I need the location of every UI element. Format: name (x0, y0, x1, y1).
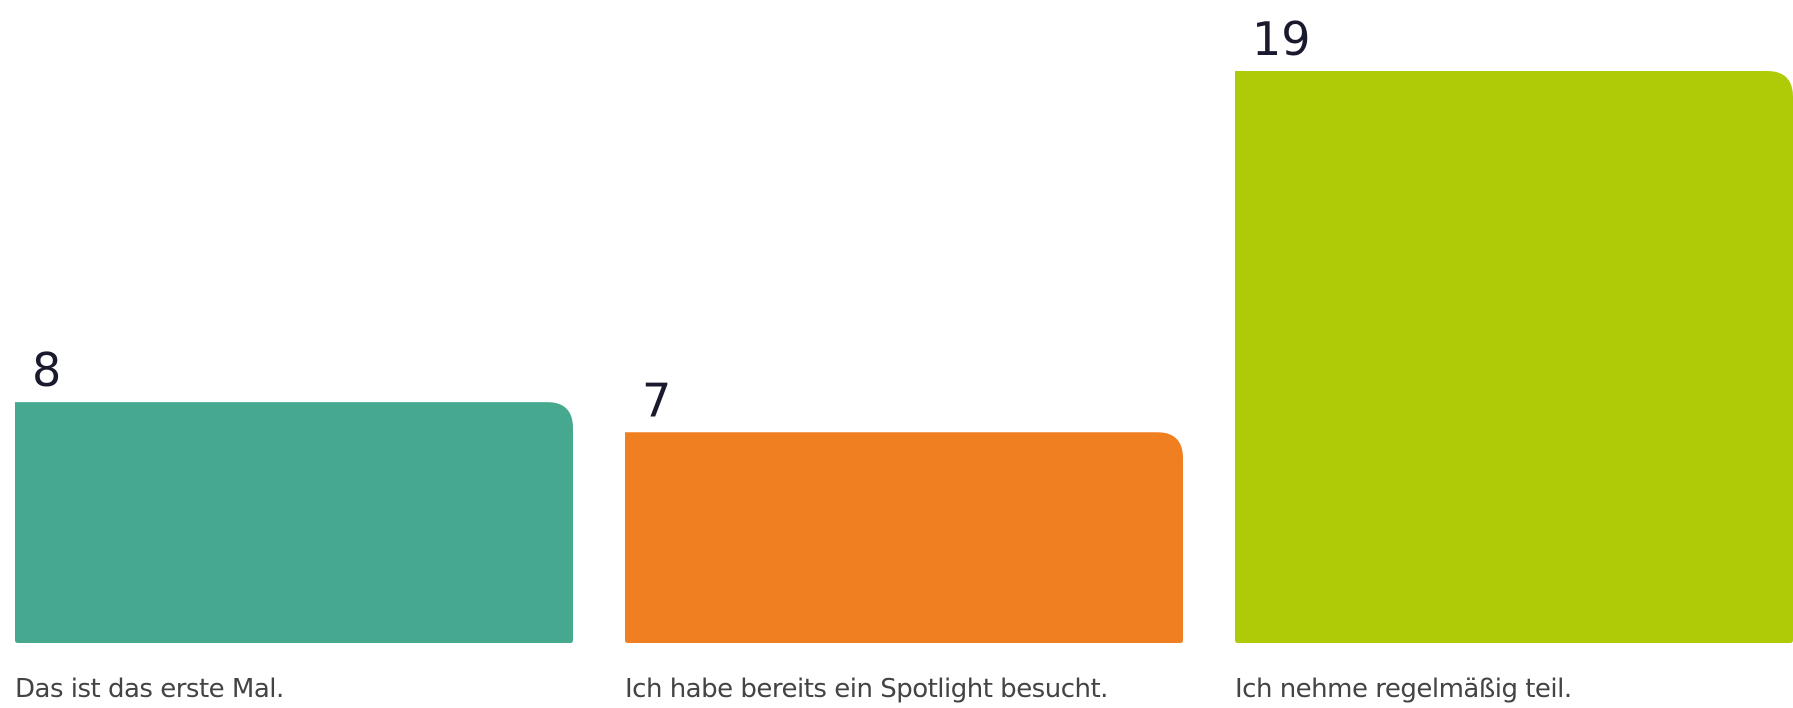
bar (15, 402, 573, 643)
category-label: Ich nehme regelmäßig teil. (1235, 674, 1572, 704)
category-label: Das ist das erste Mal. (15, 674, 284, 704)
category-label: Ich habe bereits ein Spotlight besucht. (625, 674, 1108, 704)
value-label: 8 (32, 343, 61, 397)
value-label: 7 (642, 373, 671, 427)
bar (1235, 71, 1793, 643)
value-label: 19 (1252, 12, 1311, 66)
bar (625, 432, 1183, 643)
